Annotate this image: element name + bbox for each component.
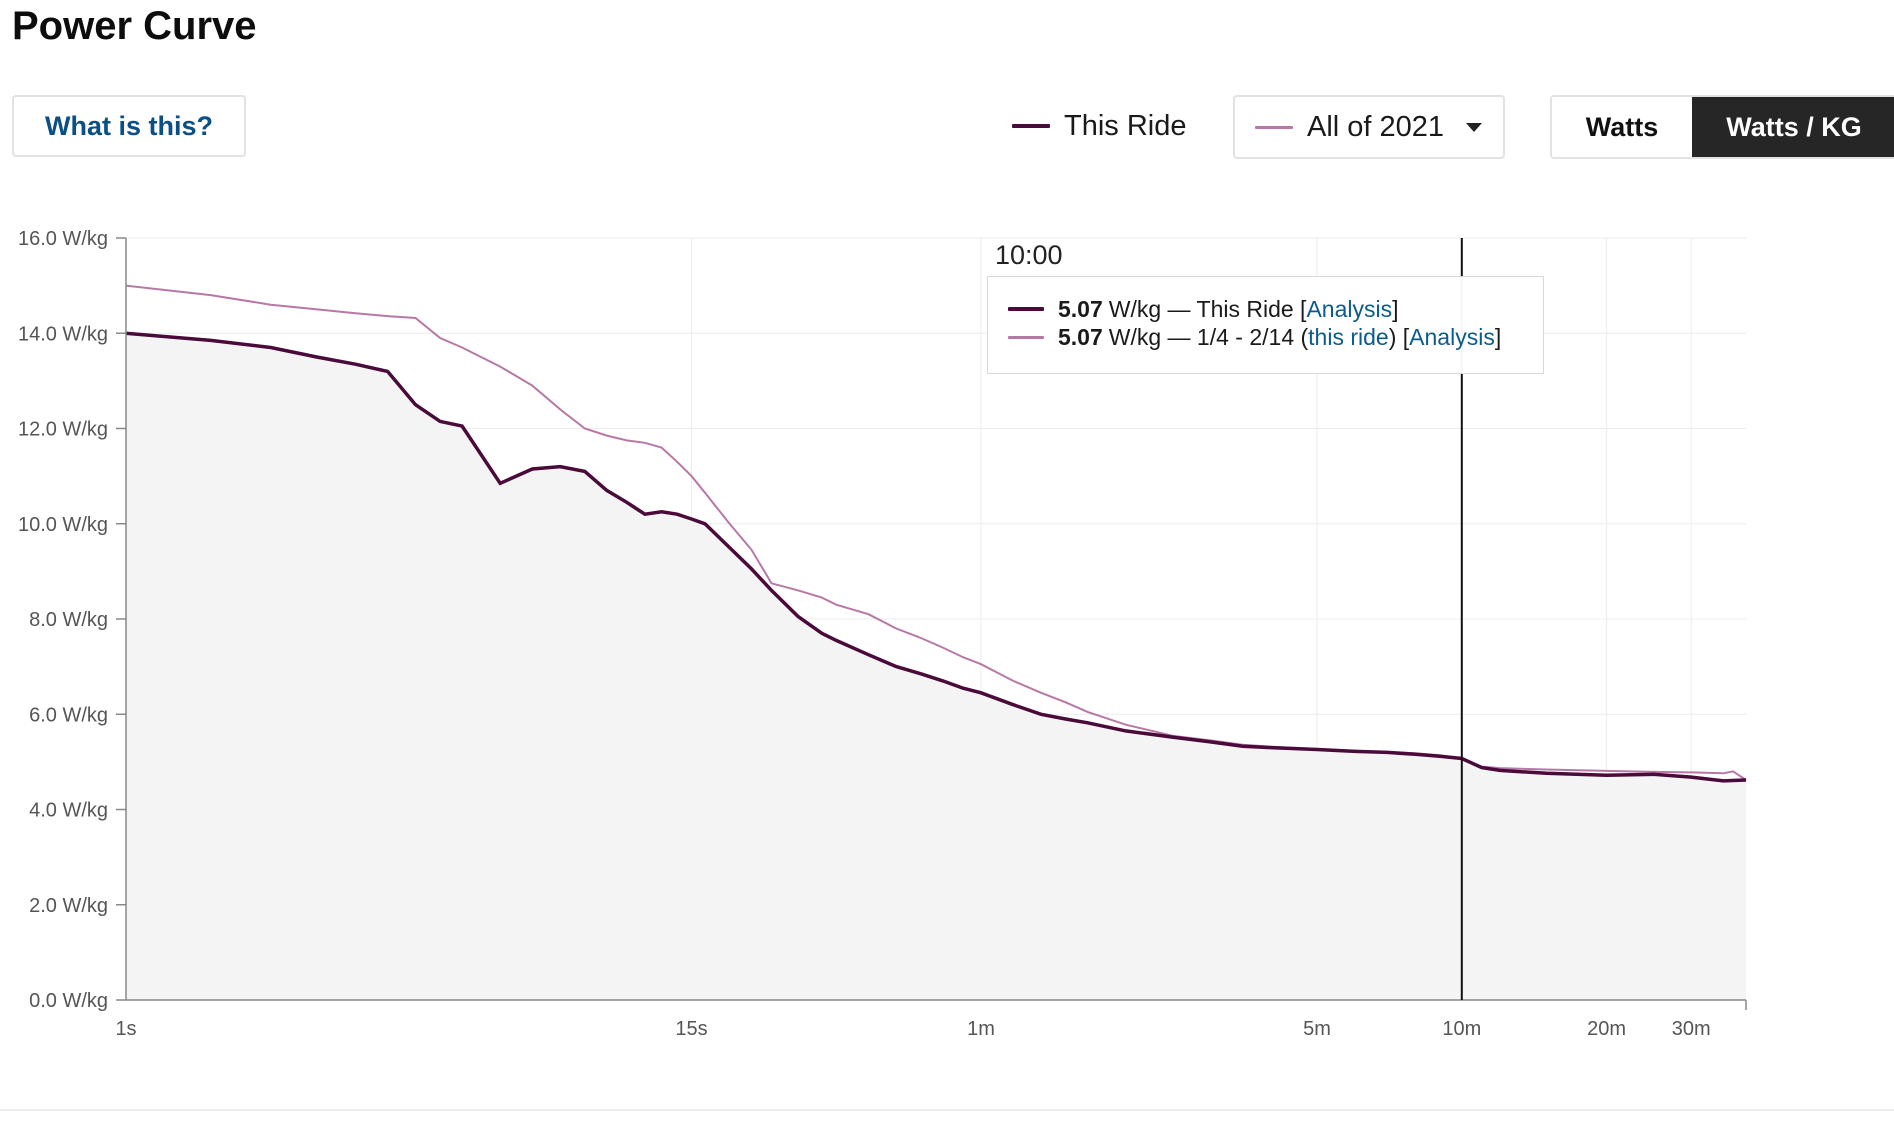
this-ride-swatch [1012,124,1050,128]
tooltip-row1-close: ] [1392,295,1399,322]
page-title: Power Curve [12,4,257,48]
x-tick-label-3: 5m [1303,1018,1331,1040]
x-tick-label-6: 30m [1672,1018,1711,1040]
x-tick-label-5: 20m [1587,1018,1626,1040]
x-tick-label-4: 10m [1442,1018,1481,1040]
watts-per-kg-toggle-button[interactable]: Watts / KG [1692,97,1894,157]
y-tick-label-4: 8.0 W/kg [29,609,108,631]
legend-this-ride[interactable]: This Ride [1012,106,1187,146]
tooltip-row2-mid: ) [ [1388,323,1410,350]
tooltip-all-2021-value: 5.07 [1058,323,1103,350]
tooltip-this-ride-unit: W/kg — This Ride [ [1108,295,1307,322]
y-tick-label-7: 14.0 W/kg [18,323,108,345]
tooltip-analysis-link-2[interactable]: Analysis [1409,323,1495,350]
date-range-label: All of 2021 [1307,110,1445,143]
tooltip-all-2021-unit: W/kg — 1/4 - 2/14 ( [1108,323,1309,350]
y-axis-ticks: 0.0 W/kg 2.0 W/kg 4.0 W/kg 6.0 W/kg 8.0 W/kg… [18,228,126,1012]
x-tick-label-1: 15s [675,1018,707,1040]
tooltip-this-ride-value: 5.07 [1058,295,1103,322]
x-tick-label-2: 1m [967,1018,995,1040]
tooltip-row-this-ride: 5.07 W/kg — This Ride [ Analysis ] [1008,295,1543,323]
watts-toggle-button[interactable]: Watts [1552,97,1692,157]
units-toggle: Watts Watts / KG [1550,95,1894,159]
legend-this-ride-label: This Ride [1064,109,1187,142]
y-tick-label-0: 0.0 W/kg [29,990,108,1012]
tooltip-row2-close: ] [1494,323,1502,350]
date-range-dropdown[interactable]: All of 2021 [1233,95,1505,159]
y-tick-label-3: 6.0 W/kg [29,704,108,726]
tooltip-this-ride-link[interactable]: this ride [1308,323,1389,350]
tooltip-analysis-link-1[interactable]: Analysis [1306,295,1393,322]
this-ride-area [126,333,1746,1000]
what-is-this-button[interactable]: What is this? [12,95,246,157]
hover-time-label: 10:00 [995,240,1063,270]
tooltip-this-ride-swatch [1008,307,1044,311]
y-tick-label-5: 10.0 W/kg [18,514,108,536]
tooltip-row-all-2021: 5.07 W/kg — 1/4 - 2/14 ( this ride ) [ A… [1008,323,1543,351]
x-tick-label-0: 1s [115,1018,136,1040]
tooltip-all-2021-swatch [1008,335,1044,339]
y-tick-label-8: 16.0 W/kg [18,228,108,250]
y-tick-label-6: 12.0 W/kg [18,419,108,441]
range-swatch [1255,125,1293,129]
y-tick-label-1: 2.0 W/kg [29,895,108,917]
caret-down-icon [1466,122,1483,132]
x-axis-ticks: 1s 15s 1m 5m 10m 20m 30m [115,1000,1747,1040]
section-divider [0,1109,1894,1111]
y-tick-label-2: 4.0 W/kg [29,800,108,822]
this-ride-line [125,331,1747,783]
chart-tooltip: 5.07 W/kg — This Ride [ Analysis ] 5.07 … [987,276,1544,374]
